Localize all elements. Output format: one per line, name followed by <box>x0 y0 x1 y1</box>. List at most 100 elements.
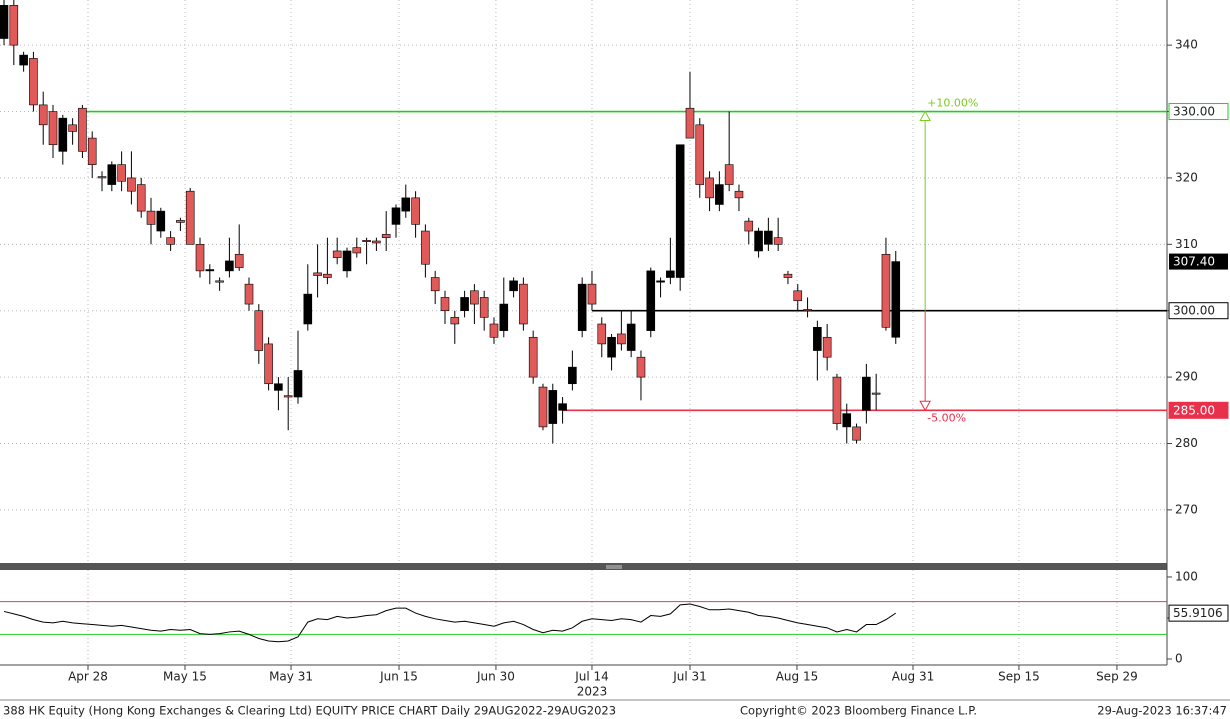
candle-body <box>29 58 38 106</box>
x-tick-label: Sep 29 <box>1096 670 1138 684</box>
candle-body <box>685 107 695 139</box>
candle-body <box>274 383 283 391</box>
candle-body <box>283 395 293 398</box>
candle-body <box>666 270 675 278</box>
y-tick-label: 280 <box>1175 436 1198 450</box>
candle-body <box>38 104 48 126</box>
year-label: 2023 <box>577 685 608 699</box>
x-tick-label: Jun 30 <box>476 670 515 684</box>
y-tick-label: 310 <box>1175 237 1198 251</box>
candle-body <box>871 392 881 395</box>
x-tick-label: Aug 31 <box>892 670 935 684</box>
candle-body <box>538 386 548 428</box>
footer-left: 388 HK Equity (Hong Kong Exchanges & Cle… <box>3 704 616 718</box>
candle-body <box>705 177 714 199</box>
candle-body <box>48 111 58 146</box>
candle-body <box>234 253 244 268</box>
candle-body <box>558 403 567 411</box>
candle-body <box>97 176 107 179</box>
candle-body <box>372 240 381 244</box>
candle-body <box>548 390 558 424</box>
candle-body <box>176 220 185 223</box>
candle-body <box>724 164 734 185</box>
level-label-box <box>1168 401 1229 419</box>
candle-body <box>166 237 175 245</box>
candle-body <box>107 164 117 185</box>
candle-body <box>342 250 352 272</box>
candle-body <box>244 283 254 305</box>
last-value-box <box>1168 604 1229 622</box>
candle-body <box>675 144 685 278</box>
candle-body <box>205 269 215 272</box>
overlay: Apr 28 May 15 May 31 Jun 15 Jun 30 Jul 14 Jul … <box>0 38 1229 699</box>
footer-center: Copyright© 2023 Bloomberg Finance L.P. <box>740 704 977 718</box>
candle-body <box>117 164 126 182</box>
candle-body <box>254 310 264 351</box>
last-price-label: 307.40 <box>1173 255 1215 269</box>
candle-body <box>773 237 783 245</box>
y-tick-label: 270 <box>1175 502 1198 516</box>
level-label-box <box>1168 302 1229 320</box>
candle-body <box>293 370 303 398</box>
candle-body <box>597 323 607 345</box>
x-tick-label: Aug 15 <box>776 670 819 684</box>
candle-body <box>891 261 901 338</box>
candle-body <box>195 244 205 272</box>
arrow-head <box>919 400 932 412</box>
candle-body <box>832 376 842 424</box>
last-price-box <box>1169 253 1228 270</box>
candle-body <box>803 309 812 312</box>
candle-body <box>646 270 656 331</box>
candle-body <box>587 283 597 305</box>
candle-body <box>852 426 861 441</box>
y-tick-label: 290 <box>1175 370 1198 384</box>
candle-body <box>58 117 68 152</box>
last-value-label: 55.9106 <box>1173 606 1223 620</box>
candle-body <box>460 297 469 312</box>
candle-body <box>421 230 430 265</box>
candle-body <box>822 336 832 358</box>
candle-body <box>636 356 646 378</box>
candle-body <box>225 260 234 272</box>
rsi-line <box>3 603 897 643</box>
x-tick-label: Jul 14 <box>574 670 609 684</box>
candle-body <box>185 190 195 245</box>
candle-body <box>568 366 577 385</box>
candle-body <box>617 333 626 345</box>
candle-body <box>313 272 322 276</box>
candle-body <box>793 290 803 302</box>
candle-body <box>715 184 724 205</box>
candle-body <box>323 273 332 278</box>
level-label-box <box>1168 103 1229 121</box>
candle-body <box>362 240 371 242</box>
candle-body <box>146 210 156 225</box>
candle-body <box>127 177 136 192</box>
candle-body <box>264 343 273 385</box>
y-tick-label: 340 <box>1175 38 1198 52</box>
x-tick-label: May 15 <box>163 670 207 684</box>
candle-body <box>881 253 891 328</box>
price-panel <box>0 0 1167 563</box>
x-tick-label: May 31 <box>269 670 313 684</box>
y-tick-label: 100 <box>1175 569 1198 583</box>
candle-body <box>215 280 224 283</box>
candle-body <box>391 207 401 225</box>
candle-body <box>78 107 87 152</box>
x-tick-label: Jun 15 <box>379 670 418 684</box>
level-label: 330.00 <box>1173 105 1215 119</box>
x-tick-label: Sep 15 <box>998 670 1040 684</box>
candle-body <box>450 317 460 325</box>
candle-body <box>734 190 744 199</box>
candle-body <box>430 277 440 292</box>
candle-body <box>813 327 822 351</box>
candle-body <box>695 124 705 185</box>
candle-body <box>499 303 509 331</box>
candle-body <box>381 234 391 238</box>
x-tick-label: Apr 28 <box>68 670 108 684</box>
candle-body <box>656 280 665 283</box>
candle-body <box>0 5 9 39</box>
candle-body <box>764 230 773 245</box>
annotation-label: -5.00% <box>927 411 966 424</box>
candle-body <box>332 250 342 258</box>
